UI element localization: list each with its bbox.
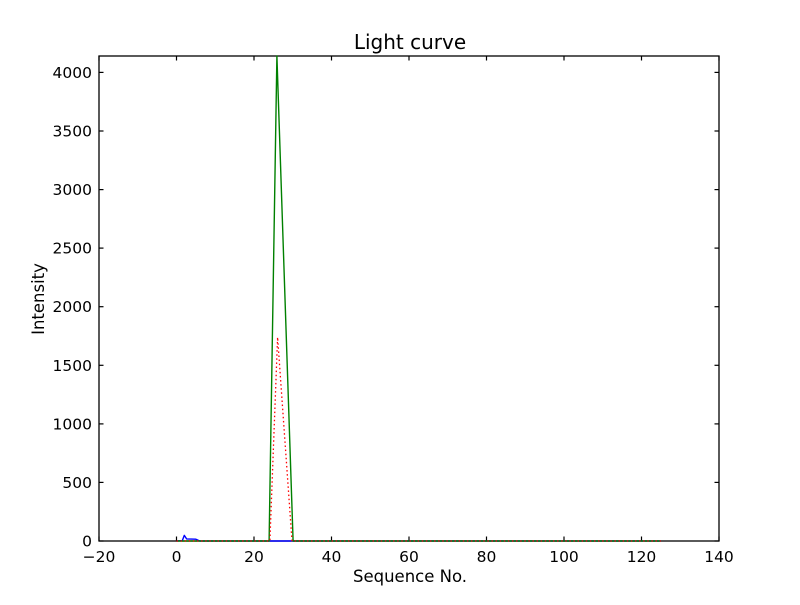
x-tick-label: 120 (627, 548, 657, 566)
chart-title: Light curve (354, 30, 466, 54)
y-tick-label: 2000 (53, 298, 92, 316)
x-tick-label: 80 (477, 548, 497, 566)
x-tick-label: 0 (172, 548, 182, 566)
y-tick-label: 1000 (53, 415, 92, 433)
x-axis-label: Sequence No. (353, 567, 467, 586)
series-green-solid (176, 55, 661, 542)
x-tick-label: 100 (549, 548, 579, 566)
x-tick-label: 20 (244, 548, 264, 566)
y-axis-label: Intensity (29, 263, 48, 335)
plot-background (99, 56, 719, 541)
x-tick-label: 40 (322, 548, 342, 566)
series-red-dotted (176, 336, 661, 542)
y-tick-label: 4000 (53, 64, 92, 82)
plot-content: −20 0 20 40 60 80 100 120 1400500100015002000250… (53, 55, 734, 566)
y-tick-label: 2500 (53, 240, 92, 258)
x-tick-label: 140 (704, 548, 734, 566)
x-tick-label: −20 (83, 548, 116, 566)
y-tick-label: 500 (62, 474, 92, 492)
y-tick-label: 3500 (53, 123, 92, 141)
y-tick-label: 3000 (53, 181, 92, 199)
x-tick-label: 60 (399, 548, 419, 566)
y-tick-label: 1500 (53, 357, 92, 375)
y-tick-label: 0 (82, 533, 92, 551)
